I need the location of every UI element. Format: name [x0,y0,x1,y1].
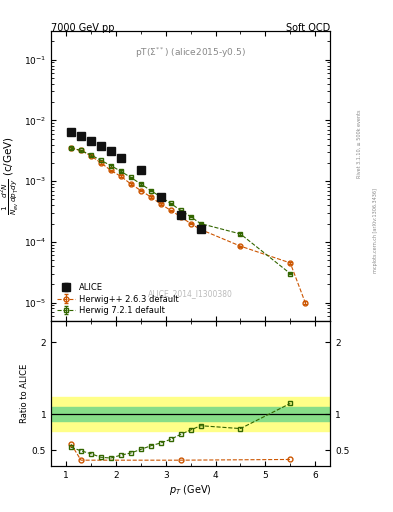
Text: pT($\Sigma^{**}$) (alice2015-y0.5): pT($\Sigma^{**}$) (alice2015-y0.5) [135,45,246,59]
Text: ALICE_2014_I1300380: ALICE_2014_I1300380 [148,289,233,297]
Bar [51,407,330,421]
Text: 7000 GeV pp: 7000 GeV pp [51,23,115,33]
Text: mcplots.cern.ch [arXiv:1306.3436]: mcplots.cern.ch [arXiv:1306.3436] [373,188,378,273]
Bar [51,397,330,432]
X-axis label: $p_T$ (GeV): $p_T$ (GeV) [169,482,212,497]
Legend: ALICE, Herwig++ 2.6.3 default, Herwig 7.2.1 default: ALICE, Herwig++ 2.6.3 default, Herwig 7.… [55,282,181,317]
Text: Rivet 3.1.10, ≥ 500k events: Rivet 3.1.10, ≥ 500k events [357,109,362,178]
Y-axis label: $\frac{1}{N_{ev}}\frac{d^2N}{dp_{T}dy}$ (c/GeV): $\frac{1}{N_{ev}}\frac{d^2N}{dp_{T}dy}$ … [0,136,20,215]
Y-axis label: Ratio to ALICE: Ratio to ALICE [20,364,29,423]
Text: Soft QCD: Soft QCD [286,23,330,33]
